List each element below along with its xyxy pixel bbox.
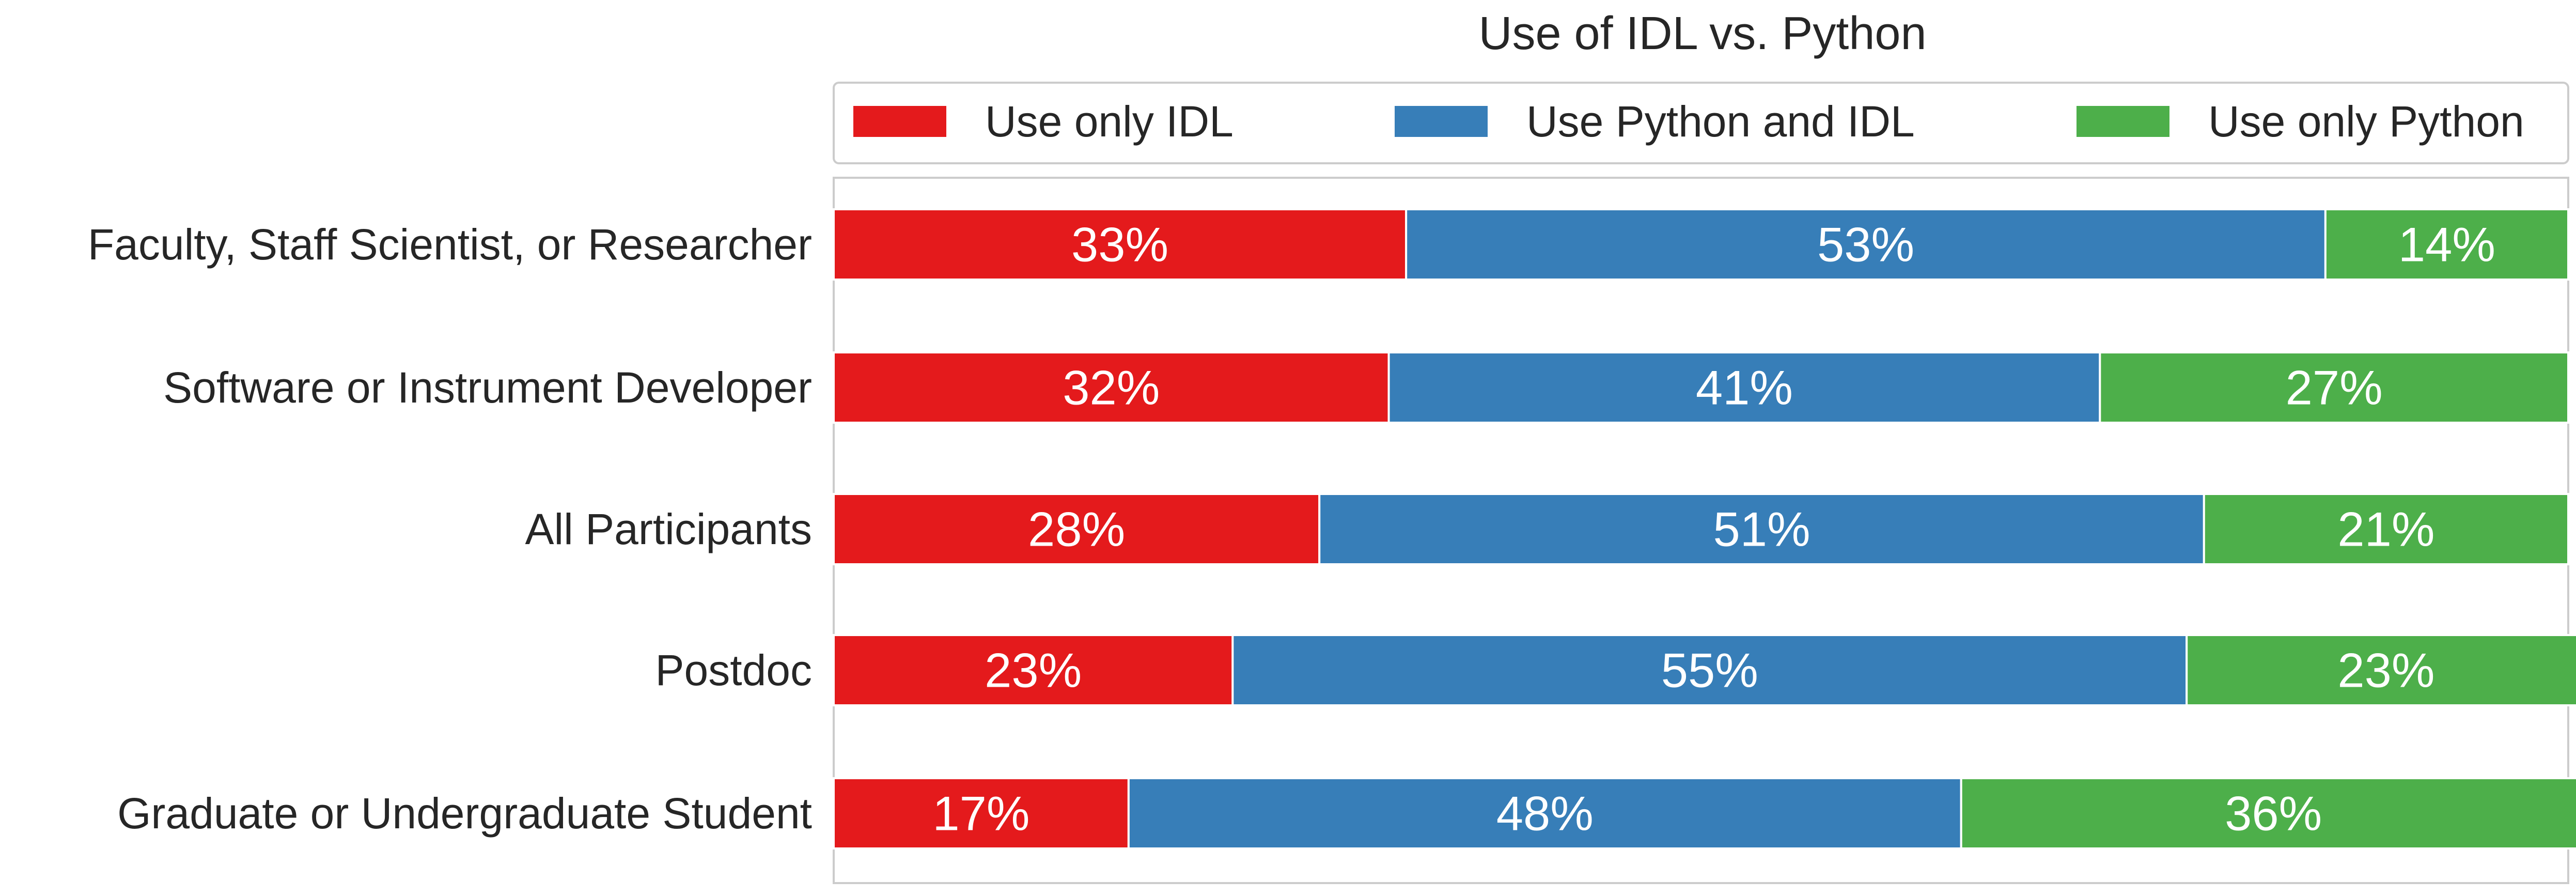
bar-2-5 (1127, 777, 1962, 849)
bar-2-4 (1231, 634, 2188, 706)
bar-1-1 (833, 208, 1408, 281)
chart-title: Use of IDL vs. Python (1478, 8, 1926, 59)
bar-label-3-1: 14% (2398, 218, 2495, 272)
bar-label-2-3: 51% (1713, 502, 1810, 557)
legend-label-1: Use only IDL (985, 97, 1234, 146)
bar-label-3-5: 36% (2225, 786, 2322, 841)
legend-box (833, 82, 2569, 164)
legend-label-2: Use Python and IDL (1526, 97, 1915, 146)
category-labels: Faculty, Staff Scientist, or Researcher S… (88, 220, 812, 838)
bar-label-3-3: 21% (2337, 502, 2434, 557)
bar-label-3-2: 27% (2286, 361, 2383, 415)
legend-label-3: Use only Python (2208, 97, 2524, 146)
bar-2-2 (1387, 351, 2101, 424)
bar-label-1-1: 33% (1071, 218, 1168, 272)
bar-label-2-1: 53% (1817, 218, 1914, 272)
category-label-5: Graduate or Undergraduate Student (117, 789, 812, 838)
category-label-4: Postdoc (655, 646, 812, 694)
bar-label-2-2: 41% (1696, 361, 1793, 415)
bar-3-5 (1960, 777, 2576, 849)
bar-label-1-4: 23% (985, 643, 1082, 698)
bar-1-3 (833, 493, 1321, 565)
bar-label-1-3: 28% (1028, 502, 1125, 557)
legend: Use only IDL Use Python and IDL Use only P… (833, 82, 2569, 164)
bar-label-3-4: 23% (2337, 643, 2434, 698)
bar-label-1-2: 32% (1063, 361, 1160, 415)
bar-1-5 (833, 777, 1130, 849)
bar-label-2-4: 55% (1661, 643, 1758, 698)
bar-3-4 (2185, 634, 2576, 706)
legend-swatch-3 (2077, 106, 2169, 137)
legend-swatch-2 (1395, 106, 1488, 137)
bar-2-3 (1318, 493, 2205, 565)
legend-swatch-1 (853, 106, 946, 137)
bar-3-1 (2324, 208, 2569, 281)
category-label-1: Faculty, Staff Scientist, or Researcher (88, 220, 812, 269)
category-label-2: Software or Instrument Developer (163, 363, 812, 412)
bar-2-1 (1405, 208, 2327, 281)
bar-label-1-5: 17% (932, 786, 1029, 841)
bar-1-2 (833, 351, 1390, 424)
bar-labels: 33% 53% 14% 32% 41% 27% 28% 51% 21% 23% 55% 23% 17% 4… (932, 218, 2495, 841)
bars (833, 208, 2576, 849)
bar-3-2 (2099, 351, 2570, 424)
bar-label-2-5: 48% (1496, 786, 1594, 841)
bar-3-3 (2203, 493, 2569, 565)
category-label-3: All Participants (525, 505, 812, 553)
